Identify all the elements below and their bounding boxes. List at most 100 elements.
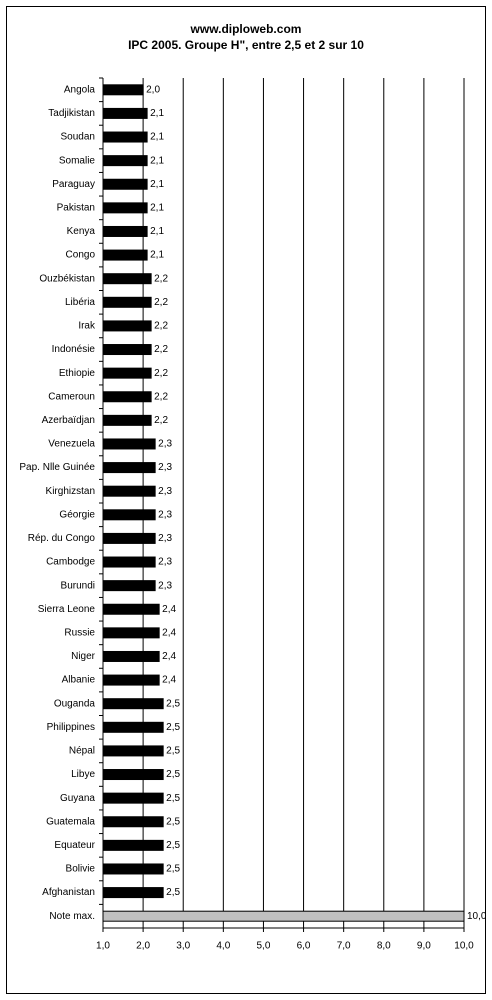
x-tick-label: 1,0 (96, 941, 110, 952)
x-tick-label: 3,0 (176, 941, 190, 952)
bar (102, 721, 164, 733)
value-label: 2,5 (166, 722, 180, 733)
bar (102, 745, 164, 757)
y-tick-label: Pap. Nlle Guinée (19, 462, 95, 473)
value-label: 2,4 (162, 628, 176, 639)
y-tick-label: Niger (71, 651, 96, 662)
value-label: 2,2 (154, 344, 168, 355)
bar (102, 391, 152, 403)
value-label: 2,1 (150, 226, 164, 237)
x-tick-label: 9,0 (417, 941, 431, 952)
y-tick-label: Kirghizstan (46, 486, 95, 497)
value-label: 2,1 (150, 155, 164, 166)
value-label: 2,5 (166, 887, 180, 898)
bar (102, 344, 152, 356)
bar (102, 603, 160, 615)
y-tick-label: Russie (64, 628, 95, 639)
bar (102, 273, 152, 285)
bar (102, 792, 164, 804)
value-label: 2,4 (162, 604, 176, 615)
y-tick-label: Kenya (67, 226, 96, 237)
y-tick-label: Sierra Leone (38, 604, 96, 615)
y-tick-label: Irak (78, 321, 96, 332)
value-label: 2,5 (166, 816, 180, 827)
value-label: 2,1 (150, 179, 164, 190)
bar (102, 367, 152, 379)
y-tick-label: Tadjikistan (48, 108, 95, 119)
x-tick-label: 4,0 (216, 941, 230, 952)
y-tick-label: Cameroun (48, 391, 95, 402)
y-tick-label: Somalie (59, 155, 96, 166)
bar (102, 887, 164, 899)
value-label: 2,5 (166, 793, 180, 804)
y-tick-label: Bolivie (66, 864, 96, 875)
value-label: 2,3 (158, 533, 172, 544)
y-tick-label: Albanie (62, 675, 96, 686)
value-label: 2,5 (166, 698, 180, 709)
y-tick-label: Venezuela (48, 439, 95, 450)
y-tick-label: Cambodge (46, 557, 95, 568)
bar (102, 509, 156, 521)
y-tick-label: Rép. du Congo (28, 533, 96, 544)
bar (102, 155, 148, 167)
value-label: 2,2 (154, 321, 168, 332)
bar (102, 438, 156, 450)
chart-title: www.diploweb.com (190, 22, 302, 36)
value-label: 2,2 (154, 391, 168, 402)
bar (102, 296, 152, 308)
y-tick-label: Equateur (54, 840, 95, 851)
bar (102, 674, 160, 686)
bar (102, 816, 164, 828)
x-tick-label: 5,0 (256, 941, 270, 952)
bar (102, 202, 148, 214)
value-label: 2,5 (166, 840, 180, 851)
bar (102, 107, 148, 119)
value-label: 2,3 (158, 580, 172, 591)
y-tick-label: Pakistan (57, 203, 95, 214)
y-tick-label: Népal (69, 746, 95, 757)
bar (102, 650, 160, 662)
bar (102, 485, 156, 497)
value-label: 2,1 (150, 203, 164, 214)
y-tick-label: Angola (64, 84, 96, 95)
value-label: 2,5 (166, 746, 180, 757)
value-label: 2,2 (154, 273, 168, 284)
y-tick-label: Libye (71, 769, 95, 780)
y-tick-label: Ethiopie (59, 368, 96, 379)
bar (102, 225, 148, 237)
bar (102, 462, 156, 474)
bar (102, 532, 156, 544)
value-label: 2,5 (166, 864, 180, 875)
value-label: 2,1 (150, 132, 164, 143)
value-label: 2,3 (158, 486, 172, 497)
bar (102, 769, 164, 781)
y-tick-label: Note max. (49, 911, 95, 922)
bar (102, 839, 164, 851)
bar (102, 863, 164, 875)
y-tick-label: Soudan (61, 132, 95, 143)
value-label: 2,0 (146, 84, 160, 95)
chart-subtitle: IPC 2005. Groupe H", entre 2,5 et 2 sur … (128, 38, 364, 52)
bar (102, 580, 156, 592)
value-label: 2,3 (158, 509, 172, 520)
value-label: 2,1 (150, 250, 164, 261)
bar (102, 910, 465, 922)
bar (102, 249, 148, 261)
y-tick-label: Ouzbékistan (39, 273, 95, 284)
bar (102, 414, 152, 426)
value-label: 2,4 (162, 675, 176, 686)
y-tick-label: Paraguay (52, 179, 95, 190)
x-tick-label: 6,0 (297, 941, 311, 952)
y-tick-label: Afghanistan (42, 887, 95, 898)
value-label: 10,0 (467, 911, 487, 922)
y-tick-label: Indonésie (52, 344, 96, 355)
bar (102, 556, 156, 568)
x-tick-label: 7,0 (337, 941, 351, 952)
value-label: 2,5 (166, 769, 180, 780)
y-tick-label: Ouganda (54, 698, 96, 709)
y-tick-label: Azerbaïdjan (42, 415, 95, 426)
y-tick-label: Géorgie (59, 509, 95, 520)
bar (102, 178, 148, 190)
value-label: 2,3 (158, 439, 172, 450)
